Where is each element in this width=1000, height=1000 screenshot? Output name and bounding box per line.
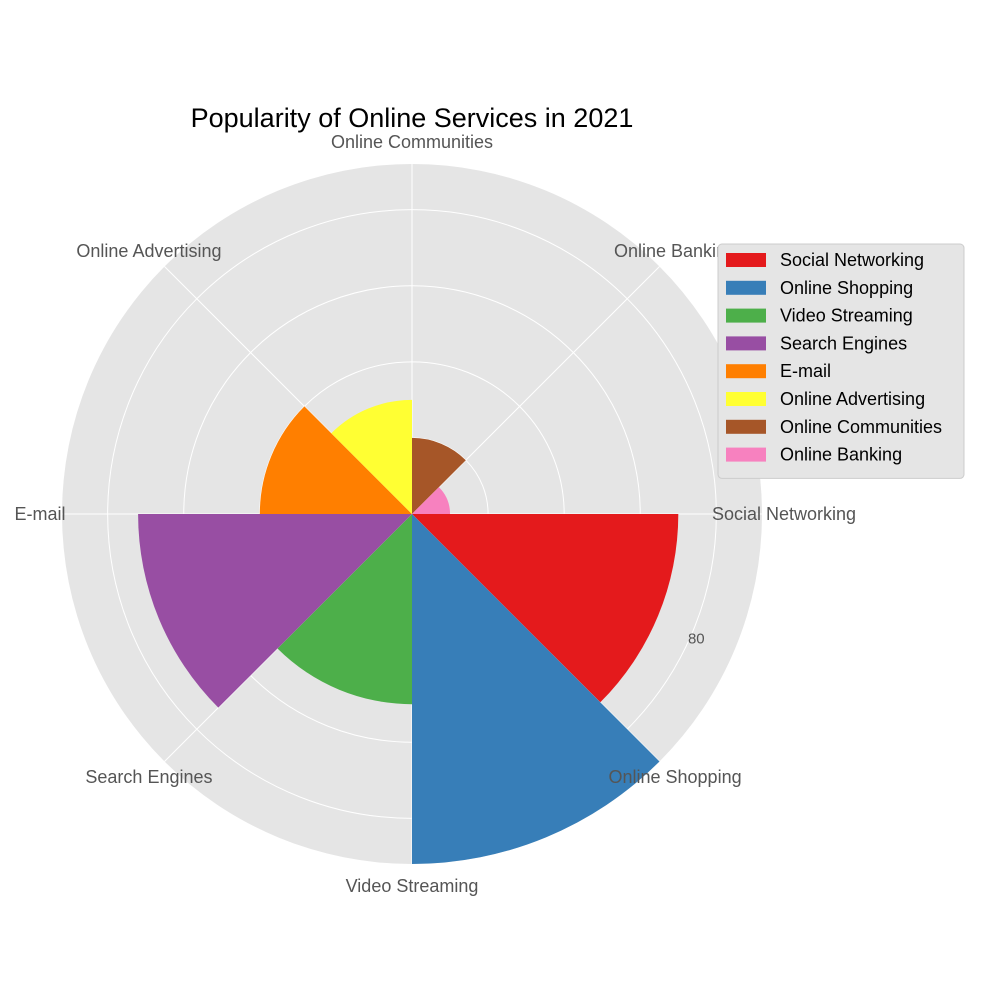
r-tick-label-80: 80 (688, 630, 705, 647)
bar-online-banking (412, 487, 451, 514)
legend: Social Networking Online Shopping Video St… (717, 243, 965, 479)
legend-swatch-online-shopping (726, 280, 766, 295)
category-label-e-mail: E-mail (14, 504, 65, 524)
legend-label-online-communities: Online Communities (780, 417, 942, 437)
radial-tick-labels: 80 (688, 630, 705, 647)
legend-swatch-online-banking (726, 447, 766, 462)
legend-swatch-online-advertising (726, 392, 766, 406)
bar-online-advertising (331, 399, 412, 514)
bar-search-engines (138, 514, 412, 708)
legend-label-online-advertising: Online Advertising (780, 389, 925, 409)
category-labels: Social Networking Online Shopping Video St… (14, 132, 856, 896)
legend-swatch-social-networking (726, 253, 766, 267)
bar-online-communities (412, 437, 466, 514)
legend-swatch-e-mail (726, 364, 766, 379)
category-label-online-communities: Online Communities (331, 132, 493, 152)
bar-social-networking (412, 514, 679, 703)
legend-frame (717, 243, 965, 479)
legend-label-online-shopping: Online Shopping (780, 278, 913, 298)
legend-label-online-banking: Online Banking (780, 445, 902, 465)
chart-title: Popularity of Online Services in 2021 (191, 103, 634, 133)
legend-label-video-streaming: Video Streaming (780, 306, 913, 326)
legend-swatch-video-streaming (726, 308, 766, 323)
bar-online-shopping (412, 514, 660, 864)
legend-label-e-mail: E-mail (780, 361, 831, 381)
category-label-online-shopping: Online Shopping (608, 767, 741, 787)
legend-label-search-engines: Search Engines (780, 333, 907, 353)
bar-e-mail (259, 406, 412, 514)
category-label-online-advertising: Online Advertising (76, 241, 221, 261)
legend-swatch-search-engines (726, 336, 766, 351)
bar-video-streaming (277, 514, 412, 705)
category-label-social-networking: Social Networking (712, 504, 856, 524)
category-label-search-engines: Search Engines (85, 767, 212, 787)
bars (138, 399, 679, 864)
category-label-online-banking: Online Banking (614, 241, 736, 261)
category-label-video-streaming: Video Streaming (346, 876, 479, 896)
legend-swatch-online-communities (726, 419, 766, 434)
legend-label-social-networking: Social Networking (780, 250, 924, 270)
